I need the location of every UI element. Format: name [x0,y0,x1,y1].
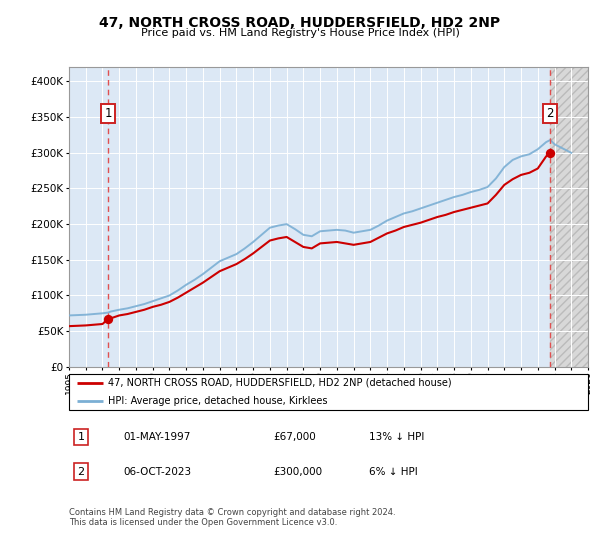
Bar [550,67,588,367]
Text: Price paid vs. HM Land Registry's House Price Index (HPI): Price paid vs. HM Land Registry's House … [140,28,460,38]
Text: £67,000: £67,000 [273,432,316,442]
Point [545,148,555,157]
Text: 2: 2 [77,466,85,477]
Point [103,315,113,324]
Text: £300,000: £300,000 [273,466,322,477]
Bar [550,67,588,367]
Text: 2: 2 [547,107,554,120]
Text: 1: 1 [104,107,112,120]
Text: 06-OCT-2023: 06-OCT-2023 [123,466,191,477]
Text: HPI: Average price, detached house, Kirklees: HPI: Average price, detached house, Kirk… [108,396,328,406]
Text: 13% ↓ HPI: 13% ↓ HPI [369,432,424,442]
Text: 47, NORTH CROSS ROAD, HUDDERSFIELD, HD2 2NP: 47, NORTH CROSS ROAD, HUDDERSFIELD, HD2 … [100,16,500,30]
Text: 47, NORTH CROSS ROAD, HUDDERSFIELD, HD2 2NP (detached house): 47, NORTH CROSS ROAD, HUDDERSFIELD, HD2 … [108,377,452,388]
Text: Contains HM Land Registry data © Crown copyright and database right 2024.
This d: Contains HM Land Registry data © Crown c… [69,508,395,528]
Text: 6% ↓ HPI: 6% ↓ HPI [369,466,418,477]
Text: 01-MAY-1997: 01-MAY-1997 [123,432,190,442]
Text: 1: 1 [77,432,85,442]
